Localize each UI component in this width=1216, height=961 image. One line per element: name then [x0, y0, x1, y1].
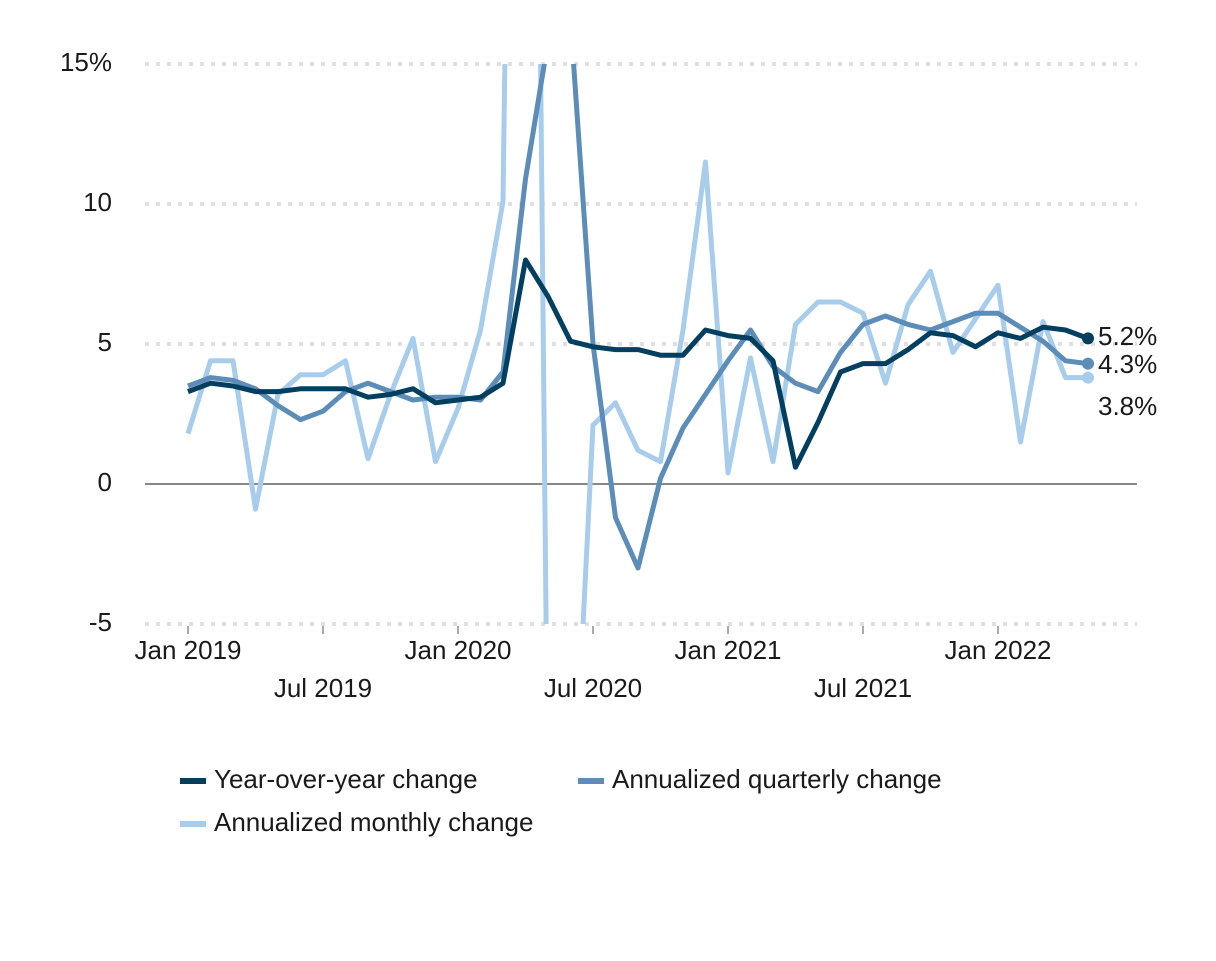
end-dot	[1082, 332, 1094, 345]
end-label: 3.8%	[1098, 391, 1157, 421]
y-tick-label: -5	[89, 607, 112, 637]
end-label: 5.2%	[1098, 321, 1157, 351]
x-tick-label: Jul 2020	[544, 673, 642, 703]
series-line	[185, 64, 1088, 624]
x-tick-label: Jan 2022	[945, 635, 1052, 665]
y-tick-label: 0	[98, 467, 112, 497]
plot-area	[185, 64, 1089, 624]
x-tick-label: Jan 2021	[675, 635, 782, 665]
end-label: 4.3%	[1098, 349, 1157, 379]
y-tick-label: 15%	[60, 47, 112, 77]
x-tick-label: Jul 2019	[274, 673, 372, 703]
series-line	[187, 64, 1089, 571]
y-tick-label: 5	[98, 327, 112, 357]
legend-label: Year-over-year change	[214, 764, 478, 794]
legend-label: Annualized monthly change	[214, 807, 533, 837]
end-dot	[1082, 371, 1094, 384]
series-line	[187, 257, 1089, 470]
end-dot	[1082, 357, 1094, 370]
y-tick-label: 10	[83, 187, 112, 217]
x-tick-label: Jul 2021	[814, 673, 912, 703]
legend-label: Annualized quarterly change	[612, 764, 942, 794]
x-tick-label: Jan 2019	[135, 635, 242, 665]
x-tick-label: Jan 2020	[405, 635, 512, 665]
